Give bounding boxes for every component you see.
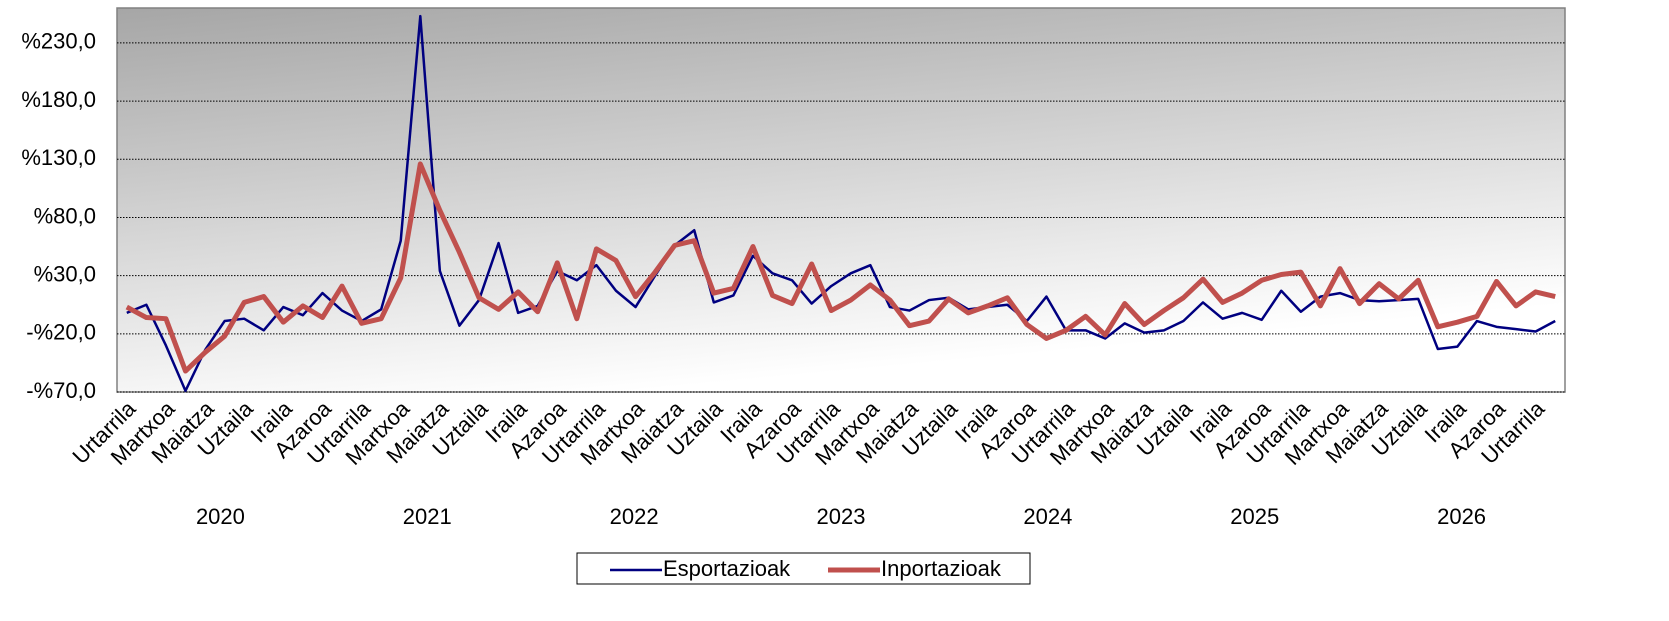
- year-label: 2022: [610, 504, 659, 529]
- year-label: 2024: [1023, 504, 1072, 529]
- legend-label: Inportazioak: [881, 556, 1002, 581]
- year-label: 2023: [817, 504, 866, 529]
- y-tick-label: %180,0: [21, 87, 96, 112]
- y-tick-label: %130,0: [21, 145, 96, 170]
- legend-box: [576, 552, 1031, 585]
- year-label: 2021: [403, 504, 452, 529]
- y-tick-label: -%70,0: [26, 378, 96, 403]
- y-tick-label: %30,0: [34, 261, 96, 286]
- plot-area: [116, 7, 1566, 393]
- y-tick-label: %80,0: [34, 203, 96, 228]
- y-tick-label: %230,0: [21, 29, 96, 54]
- year-label: 2026: [1437, 504, 1486, 529]
- legend-label: Esportazioak: [663, 556, 791, 581]
- year-label: 2025: [1230, 504, 1279, 529]
- y-tick-label: -%20,0: [26, 320, 96, 345]
- year-label: 2020: [196, 504, 245, 529]
- series-line: [125, 161, 1556, 374]
